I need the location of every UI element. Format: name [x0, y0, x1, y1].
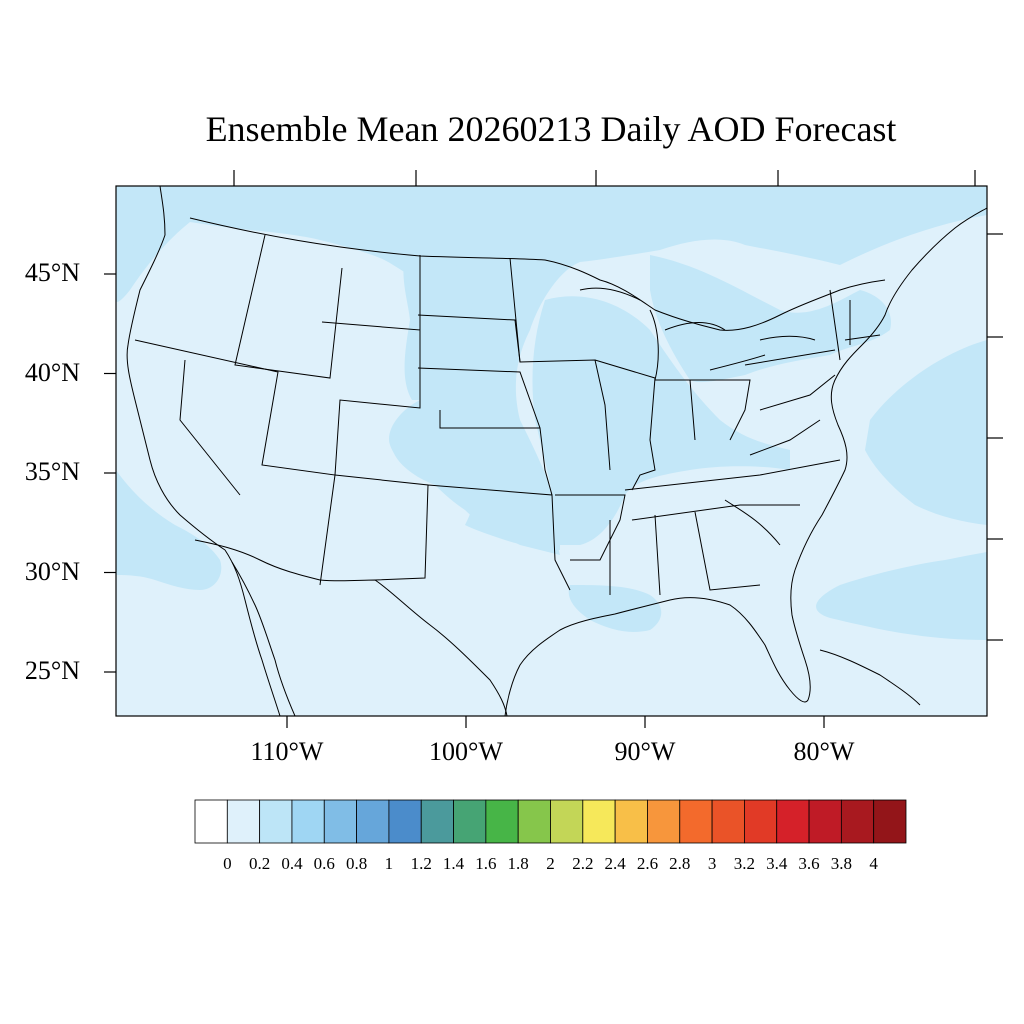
colorbar-label: 4 — [869, 854, 878, 873]
aod-region-midwest — [532, 296, 790, 545]
lon-label: 90°W — [614, 737, 676, 766]
coastline-baja — [231, 561, 296, 716]
lat-label: 25°N — [24, 656, 80, 685]
colorbar-swatch — [291, 799, 325, 844]
lat-label: 40°N — [24, 357, 80, 387]
aod-0.2-0.4-regions — [116, 186, 987, 640]
colorbar-swatch — [420, 799, 454, 844]
aod-region-gulf-east — [816, 552, 987, 640]
colorbar-label: 0.6 — [313, 854, 335, 873]
colorbar-swatch — [453, 799, 487, 844]
great-lakes — [579, 287, 816, 381]
colorbar-swatch — [388, 799, 422, 844]
colorbar-swatch — [744, 799, 778, 844]
colorbar-label: 1.4 — [442, 854, 465, 873]
state-line-12 — [609, 511, 761, 596]
colorbar-label: 0.4 — [281, 854, 303, 873]
state-line-6 — [334, 474, 571, 591]
colorbar-swatch — [647, 799, 681, 844]
colorbar-label: 0.2 — [249, 854, 271, 873]
colorbar-swatch — [840, 799, 875, 844]
colorbar-label: 3 — [707, 854, 717, 873]
state-line-15 — [724, 499, 781, 546]
aod-region-louisiana — [568, 585, 662, 632]
state-line-2 — [134, 339, 336, 586]
lon-label: 110°W — [250, 737, 324, 766]
map-ticks — [104, 170, 1003, 728]
lat-label: 30°N — [24, 556, 80, 586]
aod-region-northwest — [116, 186, 202, 250]
colorbar-swatch — [517, 799, 551, 844]
coastline-gulf — [504, 569, 811, 716]
colorbar-swatch — [550, 799, 584, 844]
colorbar-swatch — [679, 799, 713, 844]
state-line-13 — [744, 289, 881, 366]
colorbar-label: 2.2 — [572, 854, 594, 873]
lat-label: 35°N — [24, 457, 80, 486]
colorbar-label: 2.8 — [669, 854, 691, 873]
lat-label: 45°N — [24, 258, 80, 287]
aod-region-plains — [403, 250, 475, 400]
colorbar-label: 1.2 — [410, 854, 432, 873]
state-line-9 — [655, 379, 751, 441]
map-title: Ensemble Mean 20260213 Daily AOD Forecas… — [205, 109, 897, 149]
colorbar-swatch — [582, 799, 616, 844]
colorbar-label: 3.8 — [830, 854, 852, 873]
colorbar-swatch — [711, 799, 745, 844]
colorbar-label: 1.8 — [507, 854, 529, 873]
colorbar-swatch — [194, 799, 228, 844]
map-outlines — [126, 186, 987, 716]
lon-label: 80°W — [793, 737, 855, 766]
state-line-4 — [321, 255, 421, 476]
state-line-3 — [179, 359, 241, 496]
state-line-8 — [594, 359, 656, 491]
aod-region-atlantic — [865, 340, 987, 525]
colorbar-swatch — [259, 799, 293, 844]
colorbar-swatch — [226, 799, 261, 844]
colorbar-label: 1 — [384, 854, 394, 873]
colorbar-swatch — [356, 799, 390, 844]
colorbar-label: 3.4 — [766, 854, 788, 873]
aod-region-north — [116, 186, 987, 555]
colorbar-label: 0.8 — [345, 854, 368, 873]
colorbar-label: 2.6 — [636, 854, 659, 873]
coastline-atlantic — [794, 207, 987, 571]
colorbar-label: 2 — [546, 854, 555, 873]
colorbar-swatch — [323, 799, 357, 844]
colorbar-label: 3.6 — [798, 854, 820, 873]
colorbar-swatch — [485, 799, 519, 844]
colorbar-swatch — [776, 799, 810, 844]
colorbar — [194, 799, 907, 844]
state-line-10 — [555, 494, 626, 561]
aod-region-pacific — [116, 470, 222, 590]
state-line-14 — [749, 374, 836, 456]
colorbar-label: 0 — [223, 854, 232, 873]
colorbar-label: 1.6 — [475, 854, 497, 873]
aod-region-south-plains — [390, 440, 560, 550]
colorbar-swatch — [873, 799, 907, 844]
colorbar-label: 3.2 — [733, 854, 756, 873]
map-frame — [115, 185, 988, 717]
coastline-west — [126, 186, 281, 716]
colorbar-label: 2.4 — [604, 854, 626, 873]
colorbar-swatch — [808, 799, 842, 844]
lon-label: 100°W — [429, 737, 503, 766]
state-line-11 — [624, 459, 841, 521]
coastline-cuba — [819, 649, 921, 706]
us-canada-border — [189, 217, 886, 331]
colorbar-swatch — [614, 799, 648, 844]
